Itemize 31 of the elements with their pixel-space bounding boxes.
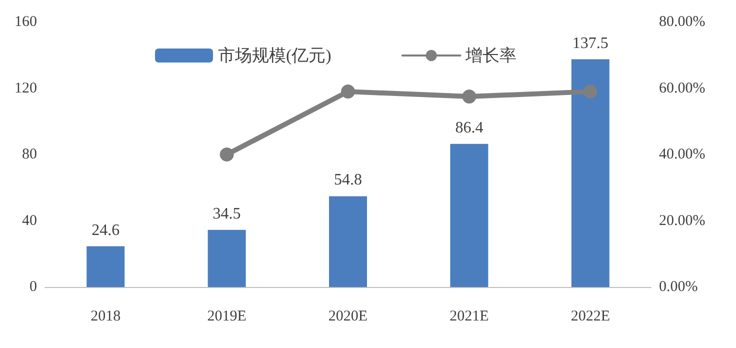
text: 54.8 [334, 172, 362, 189]
x-tick-label: 2022E [570, 308, 610, 324]
x-tick-label: 2021E [450, 308, 489, 324]
y2-tick-label: 20.00% [659, 212, 706, 229]
y-tick-label: 120 [14, 80, 37, 96]
point [220, 148, 234, 162]
y-tick-label: 80 [22, 146, 37, 162]
x-tick-label: 2020E [328, 308, 368, 324]
y-tick-label: 40 [22, 212, 37, 229]
bar [450, 144, 488, 287]
text: 24.6 [92, 222, 120, 239]
legend-label: 市场规模(亿元) [218, 46, 332, 65]
bar [329, 196, 367, 287]
y-tick-label: 160 [14, 14, 37, 30]
point [341, 84, 355, 99]
y2-tick-label: 60.00% [659, 80, 706, 96]
legend-label: 增长率 [464, 46, 516, 65]
bar [571, 59, 610, 287]
bar [208, 230, 246, 287]
y2-tick-label: 0.00% [659, 279, 698, 295]
bar [86, 246, 125, 287]
y-tick-label: 0 [30, 279, 37, 295]
text: 34.5 [212, 205, 241, 222]
x-tick-label: 2018 [90, 308, 121, 324]
text: 86.4 [455, 119, 484, 136]
text: 137.5 [572, 34, 608, 52]
point [462, 90, 476, 104]
x-tick-label: 2019E [207, 308, 246, 324]
point [583, 84, 598, 99]
y2-tick-label: 80.00% [659, 14, 706, 30]
y2-tick-label: 40.00% [659, 146, 706, 162]
